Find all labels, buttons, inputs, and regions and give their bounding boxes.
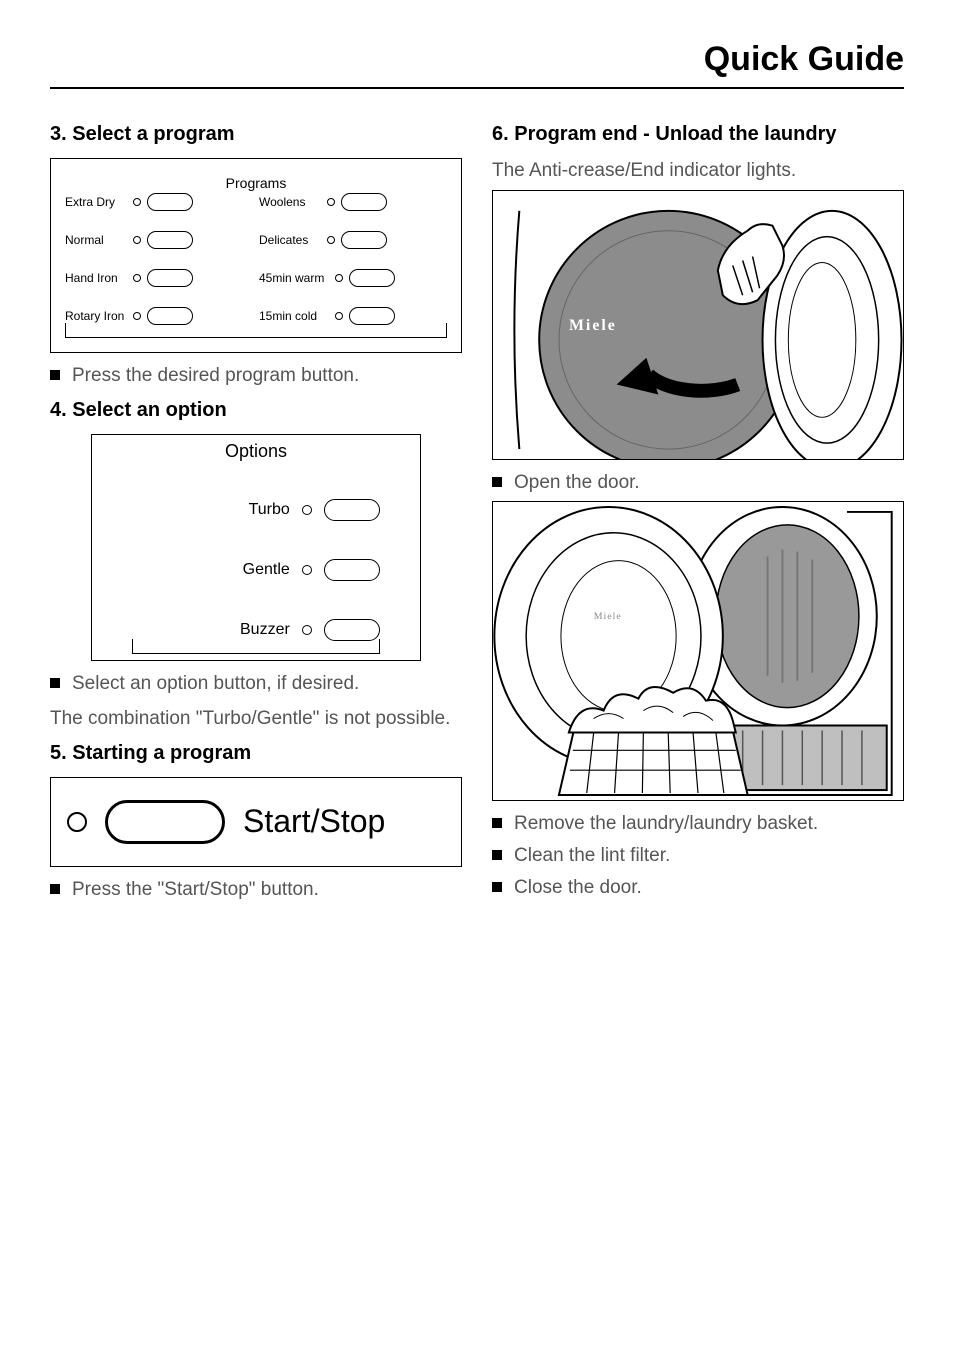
right-column: 6. Program end - Unload the laundry The … bbox=[492, 113, 904, 909]
led-icon bbox=[67, 812, 87, 832]
laundry-basket-svg: Miele bbox=[493, 502, 903, 800]
content-columns: 3. Select a program Programs Extra Dry W… bbox=[50, 113, 904, 909]
dryer-door-svg: Miele bbox=[493, 191, 903, 459]
step4-bullets: Select an option button, if desired. bbox=[50, 671, 462, 697]
led-icon bbox=[133, 312, 141, 320]
button-icon bbox=[324, 619, 380, 641]
program-label: 15min cold bbox=[259, 309, 329, 323]
step5-bullets: Press the "Start/Stop" button. bbox=[50, 877, 462, 903]
button-icon bbox=[341, 231, 387, 249]
program-button-45min-warm[interactable]: 45min warm bbox=[259, 269, 447, 287]
led-icon bbox=[133, 274, 141, 282]
program-button-15min-cold[interactable]: 15min cold bbox=[259, 307, 447, 325]
program-label: Woolens bbox=[259, 195, 321, 209]
program-label: Delicates bbox=[259, 233, 321, 247]
option-label: Gentle bbox=[243, 561, 290, 579]
button-icon bbox=[349, 269, 395, 287]
list-item: Open the door. bbox=[492, 470, 904, 496]
button-icon bbox=[147, 269, 193, 287]
left-column: 3. Select a program Programs Extra Dry W… bbox=[50, 113, 462, 909]
button-icon bbox=[324, 559, 380, 581]
led-icon bbox=[302, 565, 312, 575]
led-icon bbox=[327, 198, 335, 206]
step4-note: The combination "Turbo/Gentle" is not po… bbox=[50, 706, 462, 732]
step6-bullets-2: Remove the laundry/laundry basket. Clean… bbox=[492, 811, 904, 900]
list-item: Clean the lint filter. bbox=[492, 843, 904, 869]
start-stop-label: Start/Stop bbox=[243, 803, 385, 840]
program-button-rotary-iron[interactable]: Rotary Iron bbox=[65, 307, 253, 325]
options-fieldset: Options Turbo Gentle Buzzer bbox=[132, 453, 380, 654]
program-button-woolens[interactable]: Woolens bbox=[259, 193, 447, 211]
programs-legend: Programs bbox=[218, 175, 295, 191]
list-item: Press the desired program button. bbox=[50, 363, 462, 389]
start-stop-button[interactable] bbox=[105, 800, 225, 844]
led-icon bbox=[335, 274, 343, 282]
page-title: Quick Guide bbox=[50, 40, 904, 89]
option-button-turbo[interactable]: Turbo bbox=[132, 499, 380, 521]
program-button-delicates[interactable]: Delicates bbox=[259, 231, 447, 249]
programs-fieldset: Programs Extra Dry Woolens Normal bbox=[65, 187, 447, 338]
step3-heading: 3. Select a program bbox=[50, 123, 462, 146]
programs-grid: Extra Dry Woolens Normal bbox=[65, 193, 447, 337]
list-item: Close the door. bbox=[492, 875, 904, 901]
brand-text-small: Miele bbox=[594, 611, 622, 622]
program-label: Rotary Iron bbox=[65, 309, 127, 323]
list-item: Remove the laundry/laundry basket. bbox=[492, 811, 904, 837]
led-icon bbox=[302, 505, 312, 515]
program-button-hand-iron[interactable]: Hand Iron bbox=[65, 269, 253, 287]
button-icon bbox=[147, 193, 193, 211]
list-item: Select an option button, if desired. bbox=[50, 671, 462, 697]
led-icon bbox=[335, 312, 343, 320]
button-icon bbox=[324, 499, 380, 521]
step3-bullets: Press the desired program button. bbox=[50, 363, 462, 389]
options-panel: Options Turbo Gentle Buzzer bbox=[91, 434, 421, 661]
step6-heading: 6. Program end - Unload the laundry bbox=[492, 123, 904, 146]
program-button-normal[interactable]: Normal bbox=[65, 231, 253, 249]
options-legend: Options bbox=[217, 441, 295, 462]
button-icon bbox=[147, 231, 193, 249]
options-list: Turbo Gentle Buzzer bbox=[132, 459, 380, 653]
step5-heading: 5. Starting a program bbox=[50, 742, 462, 765]
option-button-gentle[interactable]: Gentle bbox=[132, 559, 380, 581]
led-icon bbox=[133, 236, 141, 244]
program-button-extra-dry[interactable]: Extra Dry bbox=[65, 193, 253, 211]
option-button-buzzer[interactable]: Buzzer bbox=[132, 619, 380, 641]
unload-laundry-illustration: Miele bbox=[492, 501, 904, 801]
programs-panel: Programs Extra Dry Woolens Normal bbox=[50, 158, 462, 353]
step6-bullets-1: Open the door. bbox=[492, 470, 904, 496]
program-label: Hand Iron bbox=[65, 271, 127, 285]
led-icon bbox=[327, 236, 335, 244]
program-label: Extra Dry bbox=[65, 195, 127, 209]
option-label: Turbo bbox=[249, 501, 290, 519]
led-icon bbox=[133, 198, 141, 206]
led-icon bbox=[302, 625, 312, 635]
open-door-illustration: Miele bbox=[492, 190, 904, 460]
option-label: Buzzer bbox=[240, 621, 290, 639]
button-icon bbox=[341, 193, 387, 211]
brand-text: Miele bbox=[569, 317, 617, 334]
start-stop-panel: Start/Stop bbox=[50, 777, 462, 867]
program-label: 45min warm bbox=[259, 271, 329, 285]
button-icon bbox=[349, 307, 395, 325]
step6-intro: The Anti-crease/End indicator lights. bbox=[492, 158, 904, 184]
step4-heading: 4. Select an option bbox=[50, 399, 462, 422]
button-icon bbox=[147, 307, 193, 325]
program-label: Normal bbox=[65, 233, 127, 247]
list-item: Press the "Start/Stop" button. bbox=[50, 877, 462, 903]
